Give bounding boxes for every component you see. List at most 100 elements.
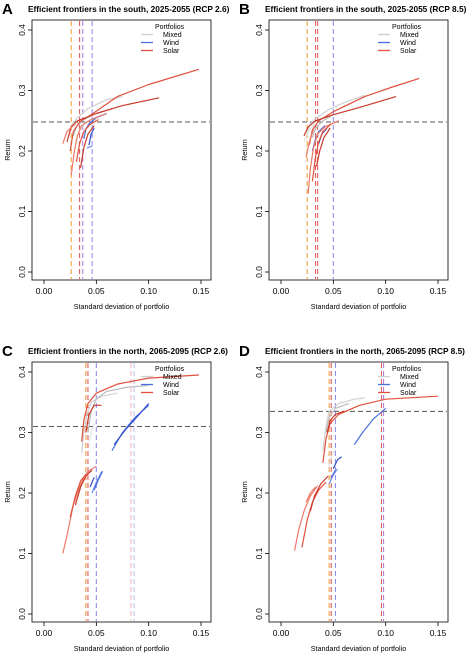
series-line-solar — [322, 395, 439, 463]
series-line-wind — [353, 407, 387, 445]
series-line-wind — [89, 477, 95, 488]
legend-label-solar: Solar — [400, 390, 417, 397]
y-tick-label: 0.1 — [254, 205, 264, 217]
legend-label-mixed: Mixed — [163, 374, 182, 381]
series-line-mixed — [327, 449, 336, 469]
series-line-solar — [316, 127, 331, 167]
series-line-mixed — [303, 123, 315, 143]
legend-label-solar: Solar — [400, 48, 417, 55]
x-tick-label: 0.00 — [273, 286, 290, 296]
plot-frame — [31, 19, 212, 281]
y-tick-label: 0.2 — [254, 145, 264, 157]
y-tick-label: 0.3 — [17, 426, 27, 438]
series-line-solar — [301, 481, 327, 548]
series-line-solar — [80, 125, 95, 168]
y-tick-label: 0.4 — [17, 24, 27, 36]
y-tick-label: 0.0 — [17, 266, 27, 278]
series-line-mixed — [68, 96, 123, 134]
series-line-solar — [326, 410, 345, 433]
x-tick-label: 0.15 — [430, 286, 447, 296]
y-tick-label: 0.2 — [17, 145, 27, 157]
series-line-solar — [66, 97, 160, 143]
y-tick-label: 0.1 — [254, 547, 264, 559]
y-axis-label: Return — [240, 481, 249, 503]
legend-title: Portfolios — [155, 366, 185, 373]
x-tick-label: 0.05 — [325, 286, 342, 296]
series-line-wind — [113, 403, 150, 445]
series-line-wind — [328, 468, 338, 485]
panel-label: A — [2, 1, 13, 18]
y-tick-label: 0.2 — [17, 487, 27, 499]
panel-A: A Efficient frontiers in the south, 2025-… — [2, 1, 230, 311]
x-tick-label: 0.00 — [273, 628, 290, 638]
panel-label: C — [2, 343, 13, 360]
y-tick-label: 0.0 — [254, 266, 264, 278]
y-tick-label: 0.1 — [17, 547, 27, 559]
x-axis-label: Standard deviation of portfolio — [74, 302, 170, 311]
series-line-wind — [86, 145, 93, 149]
plot-frame — [31, 361, 212, 623]
x-tick-label: 0.10 — [377, 628, 394, 638]
legend-label-solar: Solar — [163, 390, 180, 397]
series-line-mixed — [87, 384, 149, 433]
y-tick-label: 0.3 — [17, 84, 27, 96]
series-line-solar — [75, 118, 99, 163]
series-line-solar — [305, 129, 314, 158]
series-line-mixed — [81, 392, 118, 454]
legend-label-mixed: Mixed — [400, 32, 419, 39]
plot-frame — [268, 361, 449, 623]
chart-title: Efficient frontiers in the south, 2025-2… — [28, 4, 230, 14]
x-tick-label: 0.15 — [193, 286, 210, 296]
legend-label-mixed: Mixed — [400, 374, 419, 381]
x-tick-label: 0.10 — [140, 628, 157, 638]
series-line-solar — [69, 68, 200, 152]
legend-label-wind: Wind — [400, 40, 416, 47]
series-line-solar — [309, 475, 329, 512]
x-axis-label: Standard deviation of portfolio — [311, 644, 407, 653]
y-tick-label: 0.0 — [17, 608, 27, 620]
series-line-solar — [311, 123, 332, 182]
series-line-solar — [305, 486, 316, 503]
legend-title: Portfolios — [392, 24, 422, 31]
series-line-wind — [91, 471, 103, 494]
panel-label: D — [239, 343, 250, 360]
series-line-mixed — [88, 420, 97, 442]
x-tick-label: 0.05 — [88, 286, 105, 296]
chart-title: Efficient frontiers in the north, 2065-2… — [265, 346, 465, 356]
series-line-solar — [62, 477, 85, 554]
series-line-solar — [70, 112, 108, 176]
series-line-solar — [62, 123, 76, 144]
y-axis-label: Return — [240, 139, 249, 161]
x-tick-label: 0.15 — [430, 628, 447, 638]
legend-label-wind: Wind — [163, 382, 179, 389]
y-tick-label: 0.4 — [254, 366, 264, 378]
chart-title: Efficient frontiers in the north, 2065-2… — [28, 346, 228, 356]
legend-label-solar: Solar — [163, 48, 180, 55]
panel-B: B Efficient frontiers in the south, 2025-… — [239, 1, 467, 311]
series-line-wind — [330, 469, 336, 479]
series-line-mixed — [325, 402, 350, 433]
y-tick-label: 0.4 — [254, 24, 264, 36]
series-line-wind — [93, 470, 104, 491]
plot-frame — [268, 19, 449, 281]
series-line-solar — [85, 465, 97, 476]
x-tick-label: 0.05 — [325, 628, 342, 638]
x-tick-label: 0.00 — [36, 286, 53, 296]
legend-label-wind: Wind — [163, 40, 179, 47]
series-line-solar — [69, 471, 89, 518]
panel-D: D Efficient frontiers in the north, 2065-… — [239, 343, 465, 653]
series-line-wind — [332, 456, 343, 470]
series-line-solar — [294, 485, 319, 551]
series-line-mixed — [311, 114, 334, 138]
series-line-solar — [74, 469, 93, 506]
legend-title: Portfolios — [155, 24, 185, 31]
y-axis-label: Return — [3, 139, 12, 161]
y-tick-label: 0.3 — [254, 84, 264, 96]
legend-title: Portfolios — [392, 366, 422, 373]
x-axis-label: Standard deviation of portfolio — [74, 644, 170, 653]
y-tick-label: 0.2 — [254, 487, 264, 499]
panel-C: C Efficient frontiers in the north, 2065-… — [2, 343, 228, 653]
y-tick-label: 0.0 — [254, 608, 264, 620]
series-line-mixed — [322, 397, 365, 451]
